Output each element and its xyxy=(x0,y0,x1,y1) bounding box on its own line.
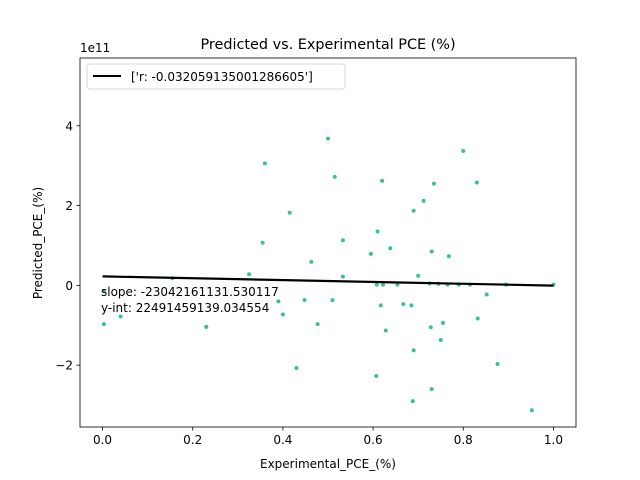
data-point xyxy=(529,408,534,413)
data-point xyxy=(484,292,489,297)
data-point xyxy=(410,399,415,404)
x-tick-label: 1.0 xyxy=(544,433,563,447)
data-point xyxy=(495,361,500,366)
x-tick-label: 0.0 xyxy=(93,433,112,447)
data-point xyxy=(411,208,416,213)
data-point xyxy=(388,246,393,251)
data-point xyxy=(411,348,416,353)
data-point xyxy=(431,181,436,186)
x-tick-label: 0.6 xyxy=(364,433,383,447)
slope-annotation: slope: -23042161131.530117 xyxy=(101,285,279,299)
data-point xyxy=(475,316,480,321)
data-point xyxy=(429,249,434,254)
data-point xyxy=(118,314,123,319)
data-point xyxy=(409,303,414,308)
y-tick-label: 2 xyxy=(65,199,73,213)
data-point xyxy=(101,288,106,293)
data-point xyxy=(287,210,292,215)
data-point xyxy=(438,338,443,343)
x-tick-label: 0.4 xyxy=(273,433,292,447)
data-point xyxy=(204,324,209,329)
data-point xyxy=(262,161,267,166)
data-point xyxy=(378,303,383,308)
x-tick-label: 0.2 xyxy=(183,433,202,447)
data-point xyxy=(340,238,345,243)
x-axis-ticks: 0.0 0.2 0.4 0.6 0.8 1.0 xyxy=(93,427,563,447)
data-point xyxy=(260,240,265,245)
legend-box xyxy=(86,63,346,90)
y-offset-label: 1e11 xyxy=(80,41,110,55)
data-point xyxy=(416,273,421,278)
data-point xyxy=(332,174,337,179)
data-point xyxy=(374,282,379,287)
data-point xyxy=(421,198,426,203)
data-point xyxy=(315,322,320,327)
plot-frame xyxy=(79,57,577,428)
data-point xyxy=(381,282,386,287)
y-tick-label: 0 xyxy=(65,279,73,293)
data-point xyxy=(368,251,373,256)
data-point xyxy=(375,229,380,234)
data-point xyxy=(101,322,106,327)
data-point xyxy=(440,320,445,325)
data-point xyxy=(461,148,466,153)
legend: ['r: -0.032059135001286605'] xyxy=(86,63,346,90)
data-point xyxy=(380,178,385,183)
yint-annotation: y-int: 22491459139.034554 xyxy=(101,301,269,315)
y-tick-label: −2 xyxy=(55,359,73,373)
data-point xyxy=(330,298,335,303)
data-point xyxy=(429,387,434,392)
data-point xyxy=(428,325,433,330)
data-point xyxy=(280,312,285,317)
chart-title: Predicted vs. Experimental PCE (%) xyxy=(200,37,455,53)
y-axis-ticks: −2 0 2 4 xyxy=(55,119,80,373)
data-point xyxy=(309,259,314,264)
x-tick-label: 0.8 xyxy=(454,433,473,447)
legend-entry: ['r: -0.032059135001286605'] xyxy=(131,70,313,84)
data-point xyxy=(383,328,388,333)
data-point xyxy=(474,180,479,185)
data-point xyxy=(302,298,307,303)
data-point xyxy=(446,254,451,259)
data-point xyxy=(294,365,299,370)
x-axis-label: Experimental_PCE_(%) xyxy=(260,457,396,471)
data-point xyxy=(401,302,406,307)
fit-line xyxy=(102,275,554,287)
data-point xyxy=(340,274,345,279)
y-tick-label: 4 xyxy=(65,119,73,133)
data-point xyxy=(395,282,400,287)
data-point xyxy=(247,272,252,277)
data-point xyxy=(374,373,379,378)
data-point xyxy=(276,299,281,304)
y-axis-label: Predicted_PCE_(%) xyxy=(31,187,45,299)
data-point xyxy=(326,136,330,141)
